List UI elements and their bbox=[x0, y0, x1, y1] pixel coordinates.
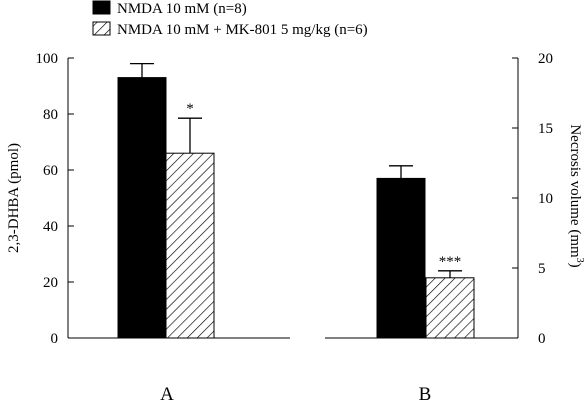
panel-a-ytick-label: 0 bbox=[51, 331, 59, 347]
panel-b-axis: 0 5 10 15 20 Necrosis volume (mm3) bbox=[325, 51, 585, 347]
panel-b-ytick-label: 15 bbox=[538, 121, 553, 137]
bar-b-mk801 bbox=[425, 277, 475, 339]
legend-swatch-solid bbox=[92, 0, 111, 15]
panel-a-ytick-label: 100 bbox=[36, 51, 59, 67]
bar-a-mk801 bbox=[165, 152, 215, 339]
panel-b-ytick-label: 0 bbox=[538, 331, 546, 347]
panel-b-ytick-label: 10 bbox=[538, 191, 553, 207]
significance-marker: * bbox=[186, 101, 194, 117]
bar-b-nmda bbox=[376, 177, 426, 339]
panel-a-label: A bbox=[160, 384, 174, 405]
panel-b-label: B bbox=[419, 384, 432, 405]
legend-swatch-hatched bbox=[92, 21, 111, 36]
panel-a-axis: 0 20 40 60 80 100 2,3-DHBA (pmol) bbox=[6, 51, 290, 347]
legend-label-0: NMDA 10 mM (n=8) bbox=[117, 1, 247, 17]
panel-b-ytick-label: 5 bbox=[538, 261, 546, 277]
panel-a-ytick-label: 20 bbox=[43, 275, 58, 291]
panel-a-ytick-label: 80 bbox=[43, 107, 58, 123]
panel-a-ytick-label: 60 bbox=[43, 163, 58, 179]
panel-b-ylabel: Necrosis volume (mm3) bbox=[567, 124, 585, 267]
panel-b-ytick-label: 20 bbox=[538, 51, 553, 67]
panel-a-ytick-label: 40 bbox=[43, 219, 58, 235]
legend: NMDA 10 mM (n=8) NMDA 10 mM + MK-801 5 m… bbox=[92, 0, 368, 38]
bar-a-nmda bbox=[117, 77, 167, 339]
legend-label-1: NMDA 10 mM + MK-801 5 mg/kg (n=6) bbox=[117, 22, 368, 38]
panel-a-ylabel: 2,3-DHBA (pmol) bbox=[6, 143, 22, 253]
significance-marker: *** bbox=[439, 254, 462, 270]
